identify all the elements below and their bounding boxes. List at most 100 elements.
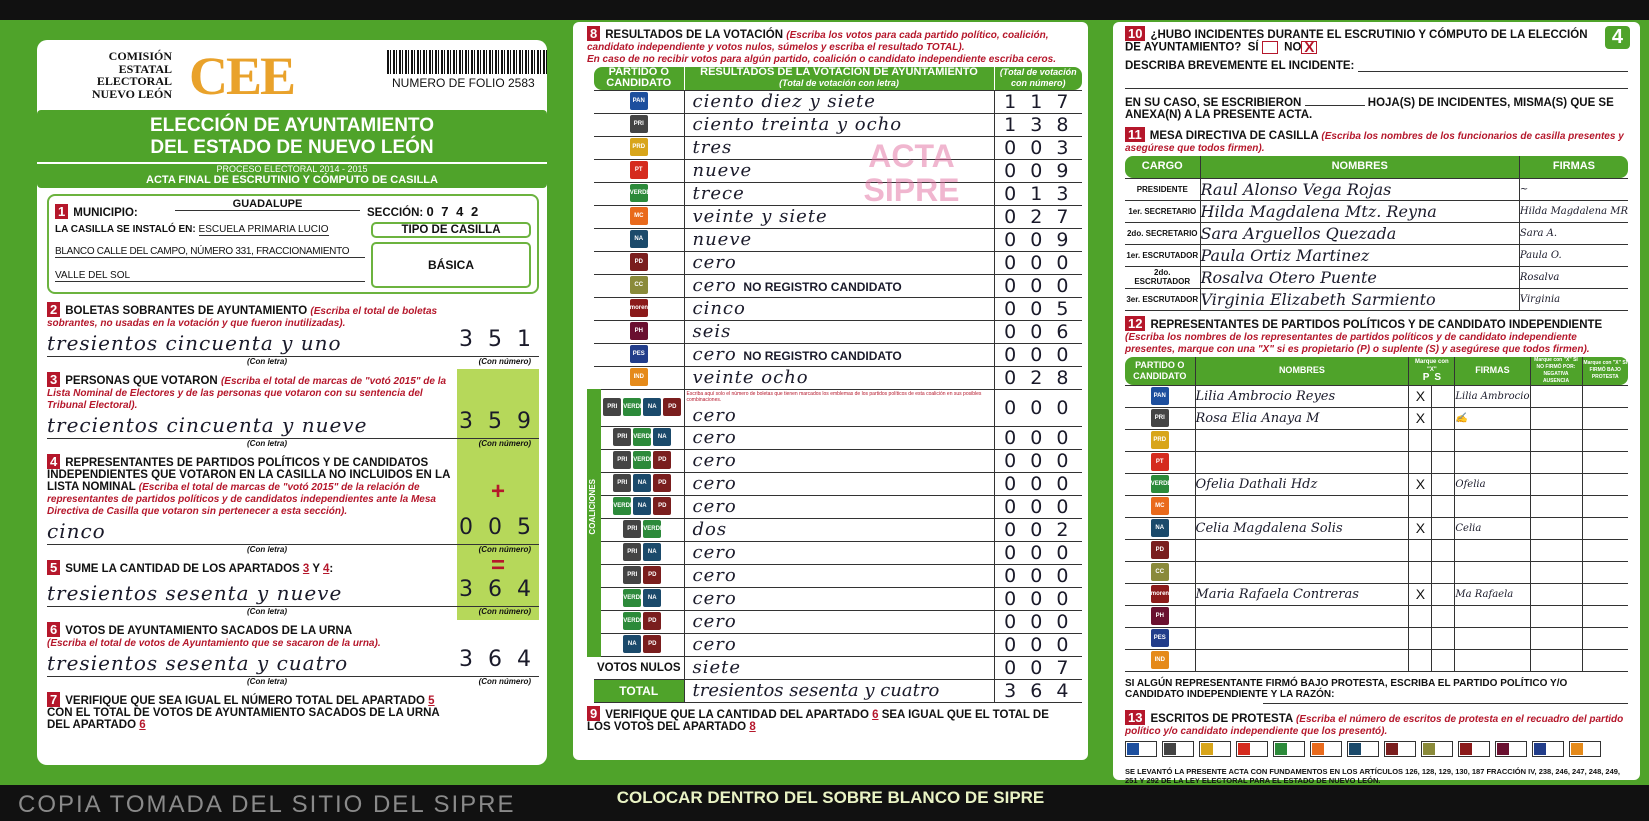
- official-name[interactable]: Virginia Elizabeth Sarmiento: [1199, 288, 1520, 311]
- votes-letra-field[interactable]: cero: [683, 610, 994, 634]
- protesta-box-pt[interactable]: [1236, 740, 1268, 757]
- votes-numero[interactable]: 0 0 5: [993, 297, 1082, 321]
- protesta-box-pri[interactable]: [1162, 740, 1194, 757]
- no-firmo-cell[interactable]: [1529, 451, 1582, 474]
- representative-name[interactable]: Celia Magdalena Solis: [1194, 517, 1409, 540]
- representative-name[interactable]: Maria Rafaela Contreras: [1194, 583, 1409, 606]
- votes-numero[interactable]: 0 0 0: [993, 610, 1082, 634]
- representative-name[interactable]: [1194, 451, 1409, 474]
- votes-letra-field[interactable]: veinte y siete: [683, 205, 994, 229]
- votes-numero[interactable]: 0 0 0: [993, 633, 1082, 657]
- representative-name[interactable]: [1194, 495, 1409, 518]
- votes-letra-field[interactable]: cero: [683, 472, 994, 496]
- protesta-box-ph[interactable]: [1495, 740, 1527, 757]
- representative-name[interactable]: Lilia Ambrocio Reyes: [1194, 385, 1409, 408]
- p-mark[interactable]: X: [1415, 586, 1426, 602]
- protesta-cell[interactable]: [1581, 627, 1628, 650]
- votes-numero[interactable]: 0 0 0: [993, 587, 1082, 611]
- representative-name[interactable]: [1194, 561, 1409, 584]
- official-name[interactable]: Hilda Magdalena Mtz. Reyna: [1199, 200, 1520, 223]
- protesta-cell[interactable]: [1581, 649, 1628, 672]
- representative-signature[interactable]: [1454, 649, 1530, 672]
- representative-signature[interactable]: [1454, 451, 1530, 474]
- representative-name[interactable]: [1194, 429, 1409, 452]
- votes-letra-field[interactable]: cero NO REGISTRO CANDIDATO: [683, 343, 994, 367]
- votes-numero[interactable]: 0 0 0: [993, 389, 1082, 427]
- votes-letra-field[interactable]: ciento diez y siete: [683, 90, 994, 114]
- official-signature[interactable]: Paula O.: [1518, 244, 1628, 267]
- votes-letra-field[interactable]: ciento treinta y ocho: [683, 113, 994, 137]
- official-name[interactable]: Sara Arguellos Quezada: [1199, 222, 1520, 245]
- s-mark[interactable]: [1431, 605, 1453, 627]
- votes-letra-field[interactable]: cero: [683, 564, 994, 588]
- votes-letra-field[interactable]: cero: [683, 587, 994, 611]
- votes-letra-field[interactable]: veinte ocho: [683, 366, 994, 390]
- official-name[interactable]: Rosalva Otero Puente: [1199, 266, 1520, 289]
- representative-name[interactable]: Rosa Elia Anaya M: [1194, 407, 1409, 430]
- representative-signature[interactable]: Ofelia: [1454, 473, 1530, 496]
- protesta-cell[interactable]: [1581, 473, 1628, 496]
- representative-signature[interactable]: [1454, 605, 1530, 628]
- votes-letra-field[interactable]: Escriba aquí solo el número de boletas q…: [683, 389, 994, 427]
- protesta-cell[interactable]: [1581, 539, 1628, 562]
- votes-letra-field[interactable]: cero: [683, 426, 994, 450]
- s-mark[interactable]: [1431, 627, 1453, 649]
- protesta-cell[interactable]: [1581, 517, 1628, 540]
- s-mark[interactable]: [1431, 429, 1453, 451]
- no-firmo-cell[interactable]: [1529, 539, 1582, 562]
- votes-numero[interactable]: 0 0 0: [993, 564, 1082, 588]
- s-mark[interactable]: [1431, 583, 1453, 605]
- official-signature[interactable]: Hilda Magdalena MR: [1518, 200, 1628, 223]
- no-checkbox[interactable]: X: [1301, 40, 1318, 55]
- p-mark[interactable]: X: [1415, 388, 1426, 404]
- official-signature[interactable]: Sara A.: [1518, 222, 1628, 245]
- protesta-box-verde[interactable]: [1273, 740, 1305, 757]
- votes-letra-field[interactable]: dos: [683, 518, 994, 542]
- protesta-box-pan[interactable]: [1125, 740, 1157, 757]
- votes-numero[interactable]: 0 0 9: [993, 159, 1082, 183]
- s-mark[interactable]: [1431, 451, 1453, 473]
- s-mark[interactable]: [1431, 517, 1453, 539]
- votes-letra-field[interactable]: cero: [683, 495, 994, 519]
- representative-name[interactable]: [1194, 539, 1409, 562]
- votes-letra-field[interactable]: cero: [683, 633, 994, 657]
- hojas-field[interactable]: [1304, 105, 1365, 106]
- protesta-box-na[interactable]: [1347, 740, 1379, 757]
- s-mark[interactable]: [1431, 649, 1453, 671]
- no-firmo-cell[interactable]: [1529, 561, 1582, 584]
- protesta-box-pd[interactable]: [1384, 740, 1416, 757]
- protesta-box-morena[interactable]: [1458, 740, 1490, 757]
- no-firmo-cell[interactable]: [1529, 605, 1582, 628]
- s-mark[interactable]: [1431, 407, 1453, 429]
- votes-numero[interactable]: 0 0 3: [993, 136, 1082, 160]
- s-mark[interactable]: [1431, 539, 1453, 561]
- votes-numero[interactable]: 0 1 3: [993, 182, 1082, 206]
- protesta-cell[interactable]: [1581, 583, 1628, 606]
- votes-numero[interactable]: 0 2 7: [993, 205, 1082, 229]
- official-signature[interactable]: Rosalva: [1518, 266, 1628, 289]
- protesta-field[interactable]: [1263, 700, 1628, 704]
- protesta-cell[interactable]: [1581, 429, 1628, 452]
- votes-numero[interactable]: 0 0 6: [993, 320, 1082, 344]
- official-name[interactable]: Paula Ortiz Martinez: [1199, 244, 1520, 267]
- official-signature[interactable]: ~: [1518, 178, 1628, 201]
- votes-numero[interactable]: 0 0 0: [993, 274, 1082, 298]
- total-letra[interactable]: tresientos sesenta y cuatro: [683, 679, 994, 703]
- no-firmo-cell[interactable]: [1529, 385, 1582, 408]
- representative-signature[interactable]: [1454, 561, 1530, 584]
- votes-numero[interactable]: 1 1 7: [993, 90, 1082, 114]
- protesta-box-mc[interactable]: [1310, 740, 1342, 757]
- votes-numero[interactable]: 0 0 2: [993, 518, 1082, 542]
- protesta-box-pes[interactable]: [1532, 740, 1564, 757]
- votes-letra-field[interactable]: seis: [683, 320, 994, 344]
- no-firmo-cell[interactable]: [1529, 473, 1582, 496]
- official-name[interactable]: Raul Alonso Vega Rojas: [1199, 178, 1520, 201]
- votes-numero[interactable]: 1 3 8: [993, 113, 1082, 137]
- votes-numero[interactable]: 0 0 0: [993, 541, 1082, 565]
- protesta-box-cc[interactable]: [1421, 740, 1453, 757]
- protesta-cell[interactable]: [1581, 451, 1628, 474]
- representative-signature[interactable]: [1454, 627, 1530, 650]
- p-mark[interactable]: X: [1415, 410, 1426, 426]
- representative-signature[interactable]: Celia: [1454, 517, 1530, 540]
- votes-numero[interactable]: 0 2 8: [993, 366, 1082, 390]
